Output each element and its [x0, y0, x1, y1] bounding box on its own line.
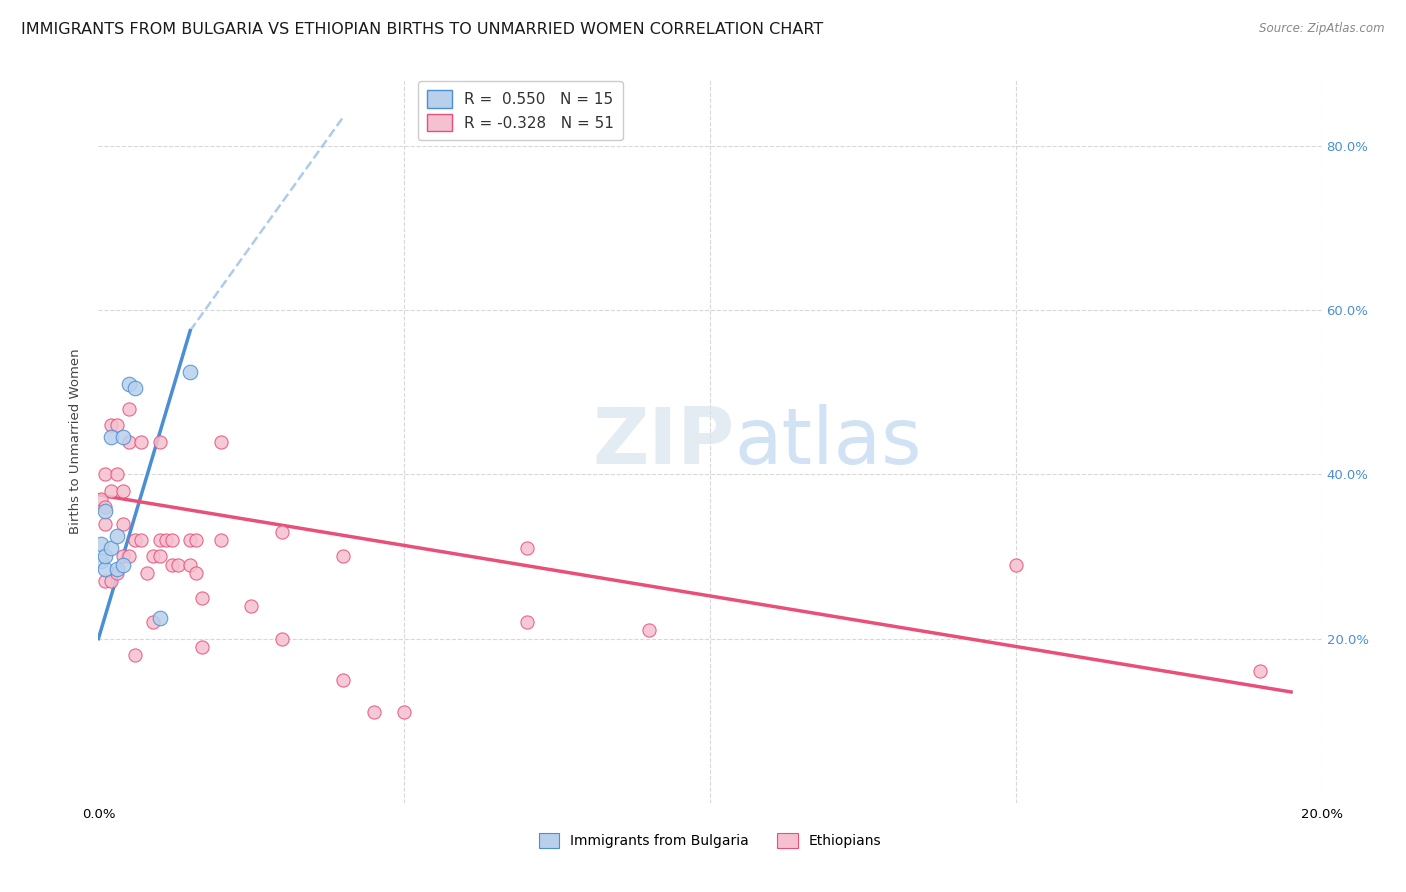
Point	[516, 541, 538, 556]
Point	[240, 599, 263, 613]
Point	[111, 430, 134, 444]
Point	[637, 624, 661, 638]
Point	[100, 418, 122, 433]
Point	[93, 504, 115, 518]
Point	[100, 541, 122, 556]
Point	[93, 549, 115, 564]
Point	[209, 533, 232, 547]
Point	[90, 553, 112, 567]
Point	[111, 549, 134, 564]
Point	[149, 549, 172, 564]
Point	[124, 648, 146, 662]
Point	[392, 706, 416, 720]
Point	[149, 611, 172, 625]
Point	[111, 516, 134, 531]
Point	[111, 558, 134, 572]
Text: Source: ZipAtlas.com: Source: ZipAtlas.com	[1260, 22, 1385, 36]
Point	[100, 430, 122, 444]
Point	[186, 533, 208, 547]
Point	[149, 533, 172, 547]
Point	[1004, 558, 1026, 572]
Point	[332, 673, 354, 687]
Point	[516, 615, 538, 630]
Text: atlas: atlas	[734, 403, 922, 480]
Point	[129, 533, 152, 547]
Point	[167, 558, 190, 572]
Point	[118, 401, 141, 416]
Point	[93, 467, 115, 482]
Point	[93, 562, 115, 576]
Point	[129, 434, 152, 449]
Point	[105, 467, 128, 482]
Point	[332, 549, 354, 564]
Point	[93, 500, 115, 515]
Point	[186, 566, 208, 580]
Text: ZIP: ZIP	[592, 403, 734, 480]
Point	[105, 566, 128, 580]
Point	[124, 533, 146, 547]
Point	[209, 434, 232, 449]
Point	[93, 516, 115, 531]
Point	[90, 491, 112, 506]
Point	[191, 591, 214, 605]
Y-axis label: Births to Unmarried Women: Births to Unmarried Women	[69, 349, 83, 534]
Point	[105, 529, 128, 543]
Point	[105, 418, 128, 433]
Point	[118, 377, 141, 392]
Point	[90, 537, 112, 551]
Point	[179, 558, 201, 572]
Point	[149, 434, 172, 449]
Point	[111, 483, 134, 498]
Point	[160, 533, 183, 547]
Point	[93, 574, 115, 588]
Point	[100, 483, 122, 498]
Point	[105, 562, 128, 576]
Point	[179, 533, 201, 547]
Point	[155, 533, 177, 547]
Point	[118, 549, 141, 564]
Point	[136, 566, 159, 580]
Point	[270, 632, 292, 646]
Point	[179, 365, 201, 379]
Point	[142, 615, 165, 630]
Point	[118, 434, 141, 449]
Point	[142, 549, 165, 564]
Point	[124, 381, 146, 395]
Text: IMMIGRANTS FROM BULGARIA VS ETHIOPIAN BIRTHS TO UNMARRIED WOMEN CORRELATION CHAR: IMMIGRANTS FROM BULGARIA VS ETHIOPIAN BI…	[21, 22, 824, 37]
Point	[191, 640, 214, 654]
Point	[1249, 665, 1271, 679]
Point	[100, 574, 122, 588]
Point	[363, 706, 385, 720]
Legend: Immigrants from Bulgaria, Ethiopians: Immigrants from Bulgaria, Ethiopians	[533, 828, 887, 854]
Point	[270, 524, 292, 539]
Point	[160, 558, 183, 572]
